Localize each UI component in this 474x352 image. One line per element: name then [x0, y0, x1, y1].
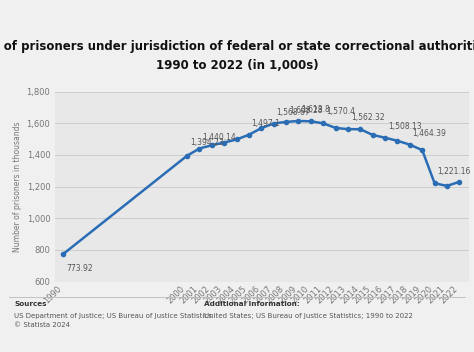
Text: United States; US Bureau of Justice Statistics; 1990 to 2022: United States; US Bureau of Justice Stat… [204, 313, 413, 319]
Text: 1,464.39: 1,464.39 [412, 129, 447, 138]
Y-axis label: Number of prisoners in thousands: Number of prisoners in thousands [13, 121, 22, 252]
Text: Sources: Sources [14, 301, 47, 307]
Text: Number of prisoners under jurisdiction of federal or state correctional authorit: Number of prisoners under jurisdiction o… [0, 40, 474, 53]
Text: 1,221.16: 1,221.16 [438, 167, 471, 176]
Text: 1,497.1: 1,497.1 [252, 119, 281, 128]
Text: 1,508.13: 1,508.13 [388, 122, 421, 131]
Text: 1,608.28: 1,608.28 [289, 106, 322, 115]
Text: Additional Information:: Additional Information: [204, 301, 300, 307]
Text: 1,568.67: 1,568.67 [276, 108, 310, 117]
Text: 1990 to 2022 (in 1,000s): 1990 to 2022 (in 1,000s) [155, 59, 319, 72]
Text: 1,613.8: 1,613.8 [301, 105, 330, 114]
Text: 773.92: 773.92 [66, 264, 92, 274]
Text: 1,570.4: 1,570.4 [326, 107, 355, 117]
Text: 1,394.23: 1,394.23 [190, 138, 224, 147]
Text: US Department of Justice; US Bureau of Justice Statistics
© Statista 2024: US Department of Justice; US Bureau of J… [14, 313, 212, 328]
Text: 1,440.14: 1,440.14 [202, 133, 236, 142]
Text: 1,562.32: 1,562.32 [351, 113, 384, 122]
